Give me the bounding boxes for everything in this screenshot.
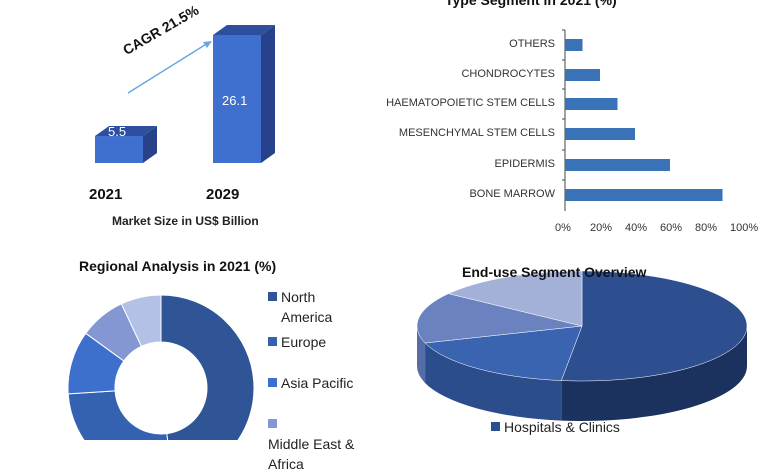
donut-slice (67, 390, 169, 440)
legend-swatch (268, 419, 277, 428)
bar-category-label: 2021 (89, 186, 123, 203)
bar-top (95, 126, 157, 137)
bar (213, 35, 261, 163)
pie-side (417, 326, 426, 383)
x-axis-label: Market Size in US$ Billion (112, 214, 259, 228)
pie-side (561, 326, 747, 421)
x-tick-label: 40% (625, 222, 648, 234)
pie-slice (424, 325, 583, 381)
donut-slice (120, 294, 162, 348)
legend-swatch (268, 378, 277, 387)
charts-canvas (67, 25, 748, 440)
legend-item: Asia Pacific (268, 373, 368, 414)
cagr-arrow (127, 42, 209, 94)
category-label: HAEMATOPOIETIC STEM CELLS (386, 97, 555, 109)
category-label: CHONDROCYTES (461, 68, 555, 80)
pie-side (425, 342, 562, 421)
legend-label: Hospitals & Clinics (504, 419, 620, 435)
donut-slice (160, 294, 255, 440)
legend-label: Asia Pacific (281, 375, 354, 391)
x-tick-label: 0% (555, 222, 571, 234)
legend-swatch (268, 337, 277, 346)
x-tick-label: 100% (730, 222, 759, 234)
bar-data-label: 26.1 (222, 93, 248, 108)
x-tick-label: 80% (695, 222, 718, 234)
chart-title: Type Segment in 2021 (%) (445, 0, 617, 8)
pie-slice (560, 270, 748, 382)
legend-label: North America (281, 289, 333, 325)
bar (565, 98, 618, 110)
legend-label: Middle East & Africa (268, 436, 355, 472)
x-tick-label: 60% (660, 222, 683, 234)
legend-swatch (491, 422, 500, 431)
bar (565, 69, 600, 81)
bar-side (261, 25, 275, 163)
category-label: OTHERS (509, 38, 555, 50)
chart-title: Regional Analysis in 2021 (%) (79, 258, 277, 274)
bar (565, 128, 635, 140)
bar-top (213, 25, 275, 35)
pie-slice (447, 270, 583, 327)
legend-item: Europe (268, 332, 368, 373)
legend-label: Europe (281, 334, 327, 350)
x-tick-label: 20% (590, 222, 613, 234)
bar (95, 136, 143, 163)
bar (565, 189, 723, 201)
legend-item: North America (268, 287, 368, 332)
arrow-head-icon (203, 41, 212, 48)
bar-data-label: 5.5 (108, 124, 127, 139)
pie-slice (416, 293, 583, 344)
bar-category-label: 2029 (206, 186, 240, 203)
category-label: EPIDERMIS (494, 158, 555, 170)
chart-title: End-use Segment Overview (462, 264, 647, 280)
legend-item: Middle East & Africa (268, 414, 368, 474)
category-label: BONE MARROW (469, 188, 555, 200)
legend-swatch (268, 292, 277, 301)
bar (565, 39, 583, 51)
pie-legend: Hospitals & Clinics (491, 417, 620, 437)
category-label: MESENCHYMAL STEM CELLS (398, 127, 555, 139)
bar-side (143, 126, 157, 163)
bar (565, 159, 670, 171)
donut-legend: North America Europe Asia Pacific Middle… (268, 287, 368, 474)
